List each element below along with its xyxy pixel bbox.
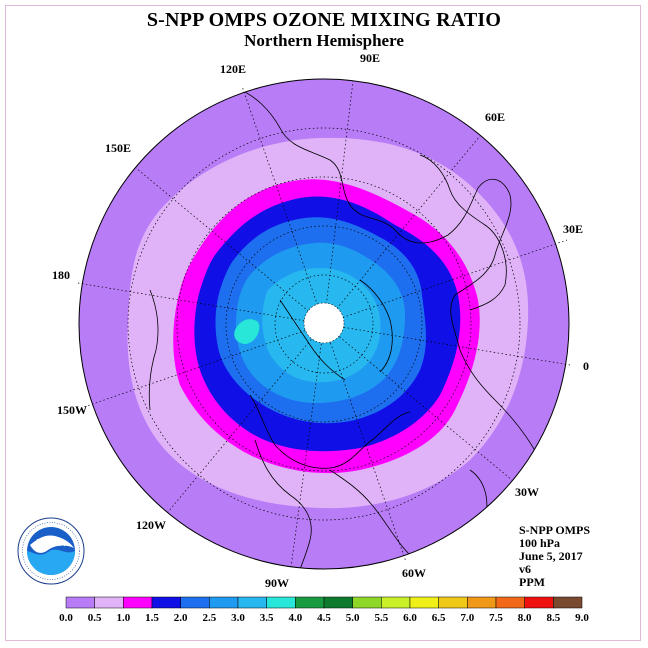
colorbar-segment (65, 596, 95, 609)
pole-data-gap (303, 302, 345, 344)
info-date: June 5, 2017 (519, 549, 583, 563)
colorbar-tick-label: 6.0 (403, 612, 417, 624)
info-units: PPM (519, 575, 545, 589)
lon-label-60e: 60E (485, 110, 505, 124)
contour-3.5 (234, 319, 260, 344)
colorbar-tick-label: 0.0 (59, 612, 73, 624)
map-subtitle: Northern Hemisphere (244, 31, 404, 50)
colorbar-tick-label: 3.5 (260, 612, 274, 624)
colorbar-tick-label: 1.5 (145, 612, 159, 624)
latitude-circles (127, 127, 521, 521)
colorbar-tick-label: 2.0 (174, 612, 188, 624)
lon-label-60w: 60W (402, 566, 426, 580)
colorbar-tick-label: 4.0 (288, 612, 302, 624)
lon-label-120w: 120W (136, 518, 166, 532)
noaa-logo: NOAA (17, 517, 85, 585)
meridians (77, 80, 571, 568)
lon-label-180: 180 (52, 268, 70, 282)
colorbar-segment (180, 596, 210, 609)
lon-label-30e: 30E (563, 222, 583, 236)
colorbar-tick-label: 5.0 (346, 612, 360, 624)
colorbar-tick-label: 7.5 (489, 612, 503, 624)
colorbar-segment (237, 596, 267, 609)
colorbar-tick-label: 4.5 (317, 612, 331, 624)
colorbar-tick-label: 8.5 (546, 612, 560, 624)
colorbar-tick-label: 9.0 (575, 612, 589, 624)
colorbar-tick-label: 1.0 (116, 612, 130, 624)
colorbar-segment (438, 596, 468, 609)
colorbar-segment (467, 596, 497, 609)
info-pressure: 100 hPa (519, 536, 561, 550)
colorbar-tick-label: 7.0 (460, 612, 474, 624)
colorbar-segment (151, 596, 181, 609)
logo-text: NOAA (36, 538, 65, 549)
map-title: S-NPP OMPS OZONE MIXING RATIO (146, 9, 502, 31)
lon-label-150w: 150W (57, 403, 87, 417)
colorbar-segment (352, 596, 382, 609)
colorbar-segment (495, 596, 525, 609)
lon-label-120e: 120E (220, 62, 246, 76)
info-version: v6 (519, 562, 531, 576)
colorbar-tick-label: 6.5 (432, 612, 446, 624)
colorbar-segment (524, 596, 554, 609)
lon-label-90w: 90W (265, 576, 289, 590)
colorbar-tick-label: 3.0 (231, 612, 245, 624)
colorbar: 0.0 0.5 1.0 1.5 2.0 2.5 3.0 3.5 4.0 4.5 5.0 5.5 6.0 6… (59, 596, 589, 624)
colorbar-segment (209, 596, 239, 609)
colorbar-segment (123, 596, 153, 609)
colorbar-segment (266, 596, 296, 609)
colorbar-tick-label: 5.5 (374, 612, 388, 624)
info-block: S-NPP OMPS 100 hPa June 5, 2017 v6 PPM (519, 524, 590, 589)
colorbar-segment (295, 596, 325, 609)
lon-label-30w: 30W (515, 485, 539, 499)
colorbar-segment (409, 596, 439, 609)
colorbar-segment (381, 596, 411, 609)
colorbar-tick-label: 0.5 (88, 612, 102, 624)
colorbar-segment (323, 596, 353, 609)
figure-frame (5, 5, 641, 641)
colorbar-tick-label: 2.5 (202, 612, 216, 624)
lon-label-0: 0 (583, 359, 589, 373)
lon-label-90e: 90E (360, 51, 380, 65)
colorbar-segment (94, 596, 124, 609)
colorbar-tick-label: 8.0 (518, 612, 532, 624)
info-satellite: S-NPP OMPS (519, 523, 590, 537)
lon-label-150e: 150E (105, 141, 131, 155)
colorbar-segment (553, 596, 583, 609)
longitude-labels: 90E 60E 30E 0 30W 60W 90W 120W 150W 180 … (52, 51, 589, 590)
